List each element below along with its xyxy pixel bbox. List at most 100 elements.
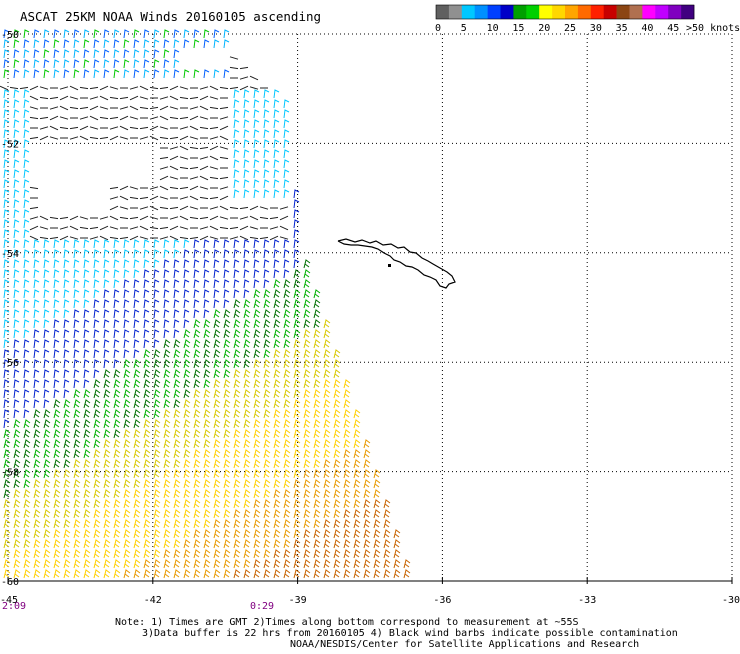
wind-barb	[19, 86, 29, 90]
wind-barb	[159, 206, 169, 210]
wind-barb	[243, 279, 250, 289]
wind-barb	[143, 489, 151, 499]
wind-barb	[83, 489, 91, 499]
wind-barb	[139, 85, 149, 91]
wind-barb	[53, 499, 61, 509]
wind-barb	[93, 539, 101, 549]
wind-barb	[253, 249, 260, 259]
wind-barb	[233, 319, 241, 329]
wind-barb	[3, 309, 10, 319]
wind-barb	[13, 569, 21, 579]
wind-barb	[113, 509, 121, 519]
wind-barb	[59, 235, 69, 241]
wind-barb	[183, 279, 190, 289]
wind-barb	[163, 29, 170, 39]
wind-barb	[243, 459, 251, 469]
wind-barb	[139, 236, 149, 240]
wind-barb	[3, 119, 10, 129]
wind-barb	[173, 499, 181, 509]
wind-barb	[229, 236, 239, 240]
wind-barb	[213, 559, 221, 569]
wind-barb	[213, 329, 221, 339]
wind-barb	[43, 299, 50, 309]
legend-swatch	[448, 5, 463, 19]
wind-barb	[203, 399, 211, 409]
wind-barb	[253, 149, 260, 159]
wind-barb	[273, 409, 281, 419]
wind-barb	[53, 389, 60, 399]
wind-barb	[183, 329, 191, 339]
wind-barb	[213, 539, 221, 549]
wind-barb	[99, 106, 109, 110]
wind-barb	[183, 409, 191, 419]
wind-barb	[283, 339, 291, 349]
wind-barb	[83, 49, 90, 59]
wind-barb	[273, 569, 281, 579]
wind-barb	[403, 569, 411, 579]
wind-barb	[113, 499, 121, 509]
wind-barb	[89, 96, 99, 100]
wind-barb	[69, 215, 79, 221]
wind-barb	[63, 489, 71, 499]
wind-barb	[143, 399, 151, 409]
wind-barb	[53, 239, 60, 249]
wind-barb	[23, 249, 30, 259]
wind-barb	[263, 409, 271, 419]
wind-barb	[353, 529, 361, 539]
wind-barb	[43, 339, 50, 349]
wind-barb	[233, 129, 240, 139]
wind-barb	[313, 339, 321, 349]
wind-barb	[283, 539, 291, 549]
wind-barb	[273, 399, 281, 409]
wind-barb	[133, 279, 140, 289]
wind-barb	[163, 529, 171, 539]
wind-barb	[293, 369, 301, 379]
wind-barb	[303, 519, 311, 529]
wind-barb	[179, 166, 189, 170]
wind-barb	[219, 176, 229, 180]
wind-barb	[103, 449, 111, 459]
wind-barb	[33, 559, 41, 569]
wind-barb	[273, 439, 281, 449]
wind-barb	[263, 389, 271, 399]
wind-barb	[133, 59, 140, 69]
wind-barb	[323, 379, 331, 389]
wind-barb	[189, 146, 199, 150]
wind-barb	[13, 39, 20, 49]
wind-barb	[103, 359, 110, 369]
wind-barb	[293, 209, 300, 219]
wind-barb	[263, 509, 271, 519]
wind-barb	[149, 86, 159, 90]
wind-barb	[13, 169, 20, 179]
south-georgia-coastline	[337, 238, 456, 289]
wind-barb	[283, 129, 290, 139]
wind-barb	[183, 359, 191, 369]
wind-barb	[219, 135, 229, 141]
wind-barb	[129, 95, 139, 101]
wind-barb	[73, 389, 81, 399]
wind-barb	[159, 236, 169, 240]
wind-barb	[243, 469, 251, 479]
wind-barb	[223, 249, 230, 259]
wind-barb	[233, 379, 241, 389]
wind-barb	[183, 259, 190, 269]
wind-barb	[363, 539, 371, 549]
wind-barb	[33, 459, 41, 469]
wind-barb	[363, 499, 371, 509]
wind-barb	[273, 129, 280, 139]
wind-barb	[333, 349, 341, 359]
wind-barb	[223, 449, 231, 459]
wind-barb	[243, 289, 250, 299]
wind-barb	[263, 309, 271, 319]
wind-barb	[163, 289, 170, 299]
wind-barb	[153, 319, 160, 329]
wind-barb	[43, 429, 51, 439]
wind-barb	[179, 86, 189, 90]
wind-barb	[149, 135, 159, 141]
wind-barb	[123, 549, 131, 559]
wind-barb	[79, 86, 89, 90]
wind-barb	[239, 76, 249, 80]
wind-barb	[103, 49, 110, 59]
wind-barb	[213, 389, 221, 399]
wind-barb	[333, 479, 341, 489]
